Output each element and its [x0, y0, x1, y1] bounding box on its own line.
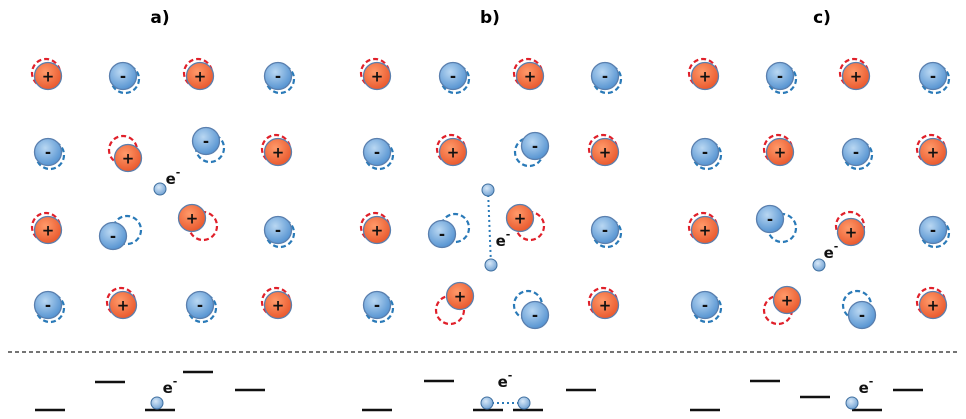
ion-sign: + [699, 222, 712, 240]
ion-sign: + [599, 297, 612, 315]
ion-sign: - [275, 222, 281, 240]
ion-sign: + [371, 222, 384, 240]
ion-sign: + [371, 68, 384, 86]
ion-sign: + [524, 68, 537, 86]
ion-sign: + [514, 210, 527, 228]
electron [154, 183, 166, 195]
ion-sign: + [117, 297, 130, 315]
electron-symbol: e [498, 373, 508, 391]
ion-sign: - [450, 68, 456, 86]
ion-sign: + [272, 144, 285, 162]
electron-charge: - [869, 375, 874, 388]
panel-label: c) [813, 8, 831, 28]
electron-label: e- [824, 240, 839, 262]
ion-sign: - [45, 144, 51, 162]
ion-sign: - [532, 307, 538, 325]
ion-sign: + [272, 297, 285, 315]
ion-sign: - [275, 68, 281, 86]
electron [482, 184, 494, 196]
ion-sign: - [702, 297, 708, 315]
ion-sign: + [194, 68, 207, 86]
ion-sign: + [447, 144, 460, 162]
ion-sign: - [930, 68, 936, 86]
electron-label: e- [859, 375, 874, 397]
ion-sign: - [374, 297, 380, 315]
ion-sign: + [454, 288, 467, 306]
ion-sign: - [439, 226, 445, 244]
electron-label: e- [166, 166, 181, 188]
electron-symbol: e [824, 244, 834, 262]
electron-label: e- [163, 375, 178, 397]
electron [481, 397, 493, 409]
ion-sign: - [602, 222, 608, 240]
panel-label: a) [150, 8, 169, 28]
ion-sign: + [850, 68, 863, 86]
ion-sign: + [927, 297, 940, 315]
electron-symbol: e [163, 379, 173, 397]
ion-sign: - [374, 144, 380, 162]
ion-sign: - [203, 133, 209, 151]
ion-sign: - [853, 144, 859, 162]
ion-sign: - [602, 68, 608, 86]
electron-symbol: e [496, 232, 506, 250]
electron-charge: - [508, 369, 513, 382]
electron [485, 259, 497, 271]
electron-label: e- [498, 369, 513, 391]
ion-sign: - [45, 297, 51, 315]
ion-sign: + [699, 68, 712, 86]
electron [518, 397, 530, 409]
electron-charge: - [176, 166, 181, 179]
ion-sign: + [927, 144, 940, 162]
electron-label: e- [496, 228, 511, 250]
hop-path [488, 190, 491, 265]
ion-sign: + [42, 68, 55, 86]
ion-sign: - [197, 297, 203, 315]
electron-charge: - [834, 240, 839, 253]
ion-sign: - [110, 228, 116, 246]
electron-charge: - [173, 375, 178, 388]
diagram: a)+-+--+-++-+--+-+e-e-b)+-+--+-++-+--+-+… [0, 0, 966, 419]
ion-sign: + [774, 144, 787, 162]
ion-sign: + [42, 222, 55, 240]
ion-sign: - [777, 68, 783, 86]
ion-sign: + [186, 210, 199, 228]
electron [151, 397, 163, 409]
ion-sign: + [781, 292, 794, 310]
electron-symbol: e [859, 379, 869, 397]
ion-sign: - [767, 211, 773, 229]
ion-sign: + [122, 150, 135, 168]
ion-sign: + [599, 144, 612, 162]
ion-sign: - [702, 144, 708, 162]
ion-sign: - [859, 307, 865, 325]
panel-label: b) [480, 8, 500, 28]
ion-sign: - [930, 222, 936, 240]
electron-charge: - [506, 228, 511, 241]
electron [846, 397, 858, 409]
electron-symbol: e [166, 170, 176, 188]
ion-sign: + [845, 224, 858, 242]
ion-sign: - [532, 138, 538, 156]
ion-sign: - [120, 68, 126, 86]
